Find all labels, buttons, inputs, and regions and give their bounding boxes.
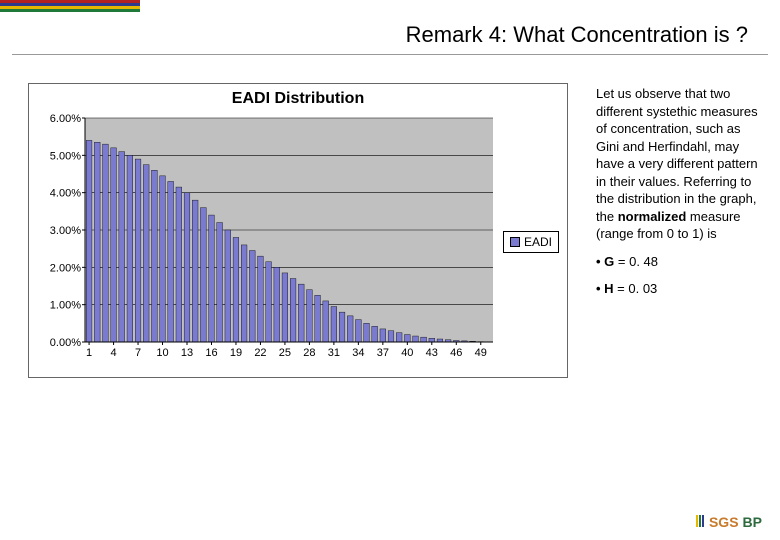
logo-sgs: SGS [709, 514, 739, 530]
svg-text:16: 16 [205, 347, 217, 359]
logo-bars-icon [696, 514, 705, 530]
title-row: Remark 4: What Concentration is ? [12, 18, 768, 55]
svg-text:10: 10 [156, 347, 168, 359]
svg-text:19: 19 [230, 347, 242, 359]
h-value: = 0. 03 [614, 281, 658, 296]
legend-swatch [510, 237, 520, 247]
para-pre: Let us observe that two different systet… [596, 86, 758, 224]
para-bold: normalized [618, 209, 687, 224]
svg-text:4.00%: 4.00% [50, 188, 81, 200]
svg-text:1.00%: 1.00% [50, 300, 81, 312]
legend-label: EADI [524, 235, 552, 249]
svg-text:34: 34 [352, 347, 364, 359]
header-stripes [0, 0, 780, 12]
svg-text:31: 31 [328, 347, 340, 359]
chart-row: 0.00% 1.00% 2.00% 3.00% 4.00% 5.00% 6.00% 1 4 7 10… [37, 114, 559, 369]
content-area: EADI Distribution 0.00% 1.00% 2.00% 3.00% 4.… [0, 55, 780, 378]
bar-chart: 0.00% 1.00% 2.00% 3.00% 4.00% 5.00% 6.00% 1 4 7 10… [37, 114, 497, 364]
svg-text:1: 1 [86, 347, 92, 359]
svg-text:22: 22 [254, 347, 266, 359]
h-line: • H = 0. 03 [596, 280, 762, 298]
footer-logo: SGS BP [696, 514, 762, 530]
svg-text:49: 49 [475, 347, 487, 359]
explanation-paragraph: Let us observe that two different systet… [596, 85, 762, 243]
side-text: Let us observe that two different systet… [596, 83, 762, 378]
svg-text:25: 25 [279, 347, 291, 359]
svg-text:4: 4 [110, 347, 116, 359]
chart-panel: EADI Distribution 0.00% 1.00% 2.00% 3.00% 4.… [28, 83, 568, 378]
svg-text:0.00%: 0.00% [50, 337, 81, 349]
svg-text:2.00%: 2.00% [50, 262, 81, 274]
h-label: • H [596, 281, 614, 296]
svg-text:46: 46 [450, 347, 462, 359]
svg-text:28: 28 [303, 347, 315, 359]
chart-svg-wrap: 0.00% 1.00% 2.00% 3.00% 4.00% 5.00% 6.00% 1 4 7 10… [37, 114, 497, 369]
g-value: = 0. 48 [614, 254, 658, 269]
svg-text:5.00%: 5.00% [50, 150, 81, 162]
svg-text:6.00%: 6.00% [50, 114, 81, 125]
svg-text:13: 13 [181, 347, 193, 359]
svg-text:3.00%: 3.00% [50, 225, 81, 237]
logo-bp: BP [743, 514, 762, 530]
page-title: Remark 4: What Concentration is ? [12, 22, 748, 48]
chart-title: EADI Distribution [37, 90, 559, 108]
svg-text:40: 40 [401, 347, 413, 359]
legend: EADI [503, 231, 559, 253]
g-label: • G [596, 254, 614, 269]
svg-text:7: 7 [135, 347, 141, 359]
svg-text:43: 43 [426, 347, 438, 359]
svg-text:37: 37 [377, 347, 389, 359]
g-line: • G = 0. 48 [596, 253, 762, 271]
